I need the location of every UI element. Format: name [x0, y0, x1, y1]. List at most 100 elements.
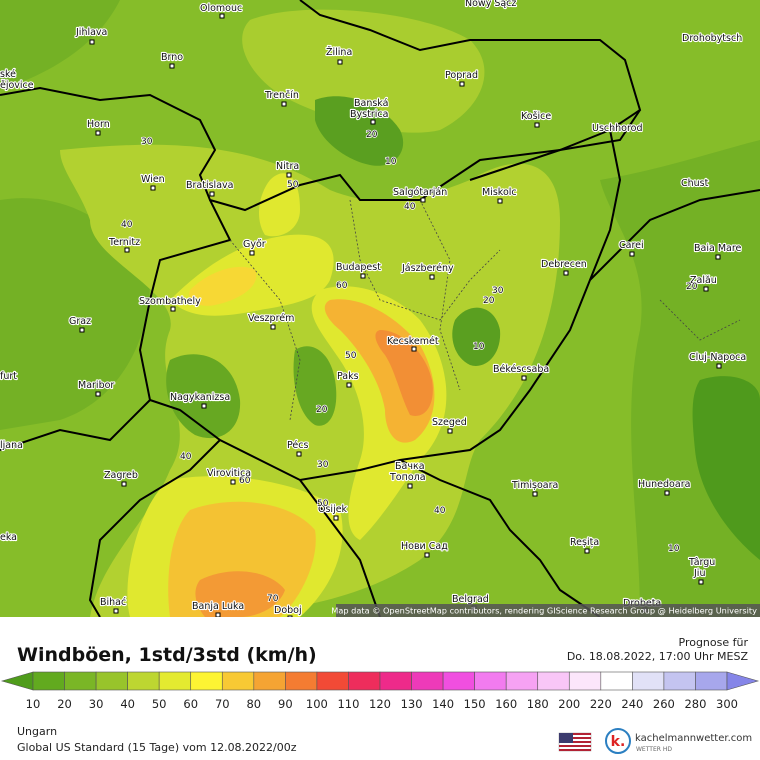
city-label: Cluj-Napoca [689, 352, 746, 363]
city-marker [698, 579, 704, 585]
city-label: Drohobytsch [682, 33, 742, 44]
legend-tick-label: 110 [337, 697, 359, 711]
legend-tick-label: 180 [527, 697, 549, 711]
contour-label: 50 [317, 499, 329, 509]
city-marker [249, 250, 255, 256]
contour-label: 60 [239, 476, 251, 486]
legend-tick-label: 70 [215, 697, 230, 711]
attribution: Map data © OpenStreetMap contributors, r… [331, 606, 757, 616]
city-label: eka [0, 532, 17, 543]
city-marker [521, 375, 527, 381]
city-marker [534, 122, 540, 128]
legend-swatch [190, 671, 223, 691]
legend-swatch [221, 671, 255, 691]
model-run: Global US Standard (15 Tage) vom 12.08.2… [17, 741, 297, 754]
city-label: Бачка [395, 461, 425, 472]
city-label: Salgótarján [393, 187, 447, 198]
city-label: Reșița [570, 537, 599, 548]
legend-swatch [253, 671, 286, 691]
city-marker [716, 363, 722, 369]
city-marker [532, 491, 538, 497]
city-label: Veszprém [248, 313, 294, 324]
city-label: Maribor [78, 380, 114, 391]
contour-label: 20 [366, 130, 378, 140]
city-label: Graz [69, 316, 91, 327]
legend-tick-label: 90 [278, 697, 293, 711]
contour-label: 10 [385, 157, 397, 167]
city-label: Pécs [287, 440, 308, 451]
city-label: Brno [161, 52, 183, 63]
brand-name[interactable]: kachelmannwetter.com [635, 733, 752, 744]
city-marker [287, 615, 293, 617]
city-label: Poprad [445, 70, 478, 81]
wind-zone [692, 376, 760, 560]
city-label: Belgrad [452, 594, 489, 605]
city-marker [209, 191, 215, 197]
legend-swatch [568, 671, 602, 691]
wind-zone [315, 96, 404, 166]
city-marker [664, 490, 670, 496]
legend-swatch [537, 671, 570, 691]
legend-swatch [600, 671, 633, 691]
city-marker [429, 274, 435, 280]
city-marker [150, 185, 156, 191]
legend-swatch [158, 671, 192, 691]
city-label: Bystrica [350, 109, 388, 120]
city-label: Târgu [688, 557, 715, 568]
city-label: Horn [87, 119, 110, 130]
city-label: Bratislava [186, 180, 233, 191]
legend-tick-label: 140 [432, 697, 454, 711]
city-label: Ternitz [108, 237, 140, 248]
city-marker [407, 483, 413, 489]
legend-swatch [474, 671, 507, 691]
attribution-bar [336, 604, 760, 617]
contour-label: 40 [180, 452, 192, 462]
city-label: Jászberény [401, 263, 454, 274]
city-marker [424, 552, 430, 558]
city-marker [411, 346, 417, 352]
contour-label: 20 [483, 296, 495, 306]
wind-zone [293, 346, 337, 426]
city-label: Jiu [693, 568, 705, 579]
city-marker [447, 428, 453, 434]
title: Windböen, 1std/3std (km/h) [17, 644, 317, 666]
city-marker [296, 451, 302, 457]
city-label: Nitra [276, 161, 299, 172]
city-label: Doboj [274, 605, 302, 616]
city-label: Jihlava [75, 27, 107, 38]
city-label: Bihać [100, 597, 126, 608]
city-marker [270, 324, 276, 330]
legend-arrow [726, 671, 760, 691]
city-marker [281, 101, 287, 107]
contour-label: 30 [317, 460, 329, 470]
city-marker [497, 198, 503, 204]
legend-tick-label: 100 [306, 697, 328, 711]
wind-zone [189, 266, 257, 306]
city-marker [715, 254, 721, 260]
city-marker [584, 548, 590, 554]
map: Olomouc Nowy Sącz Jihlava Brno Žilina Drohoby… [0, 0, 760, 617]
contour-label: 30 [492, 286, 504, 296]
contour-label: 50 [287, 180, 299, 190]
legend-tick-label: 240 [621, 697, 643, 711]
region-borders [229, 199, 741, 421]
city-label: Trenčín [264, 90, 299, 101]
city-label: Budapest [336, 262, 381, 273]
contour-label: 10 [473, 342, 485, 352]
legend-swatch [95, 671, 128, 691]
legend-swatch [442, 671, 475, 691]
flag [558, 732, 592, 752]
contour-label: 70 [267, 594, 279, 604]
legend-swatch [127, 671, 160, 691]
city-marker [337, 59, 343, 65]
city-label: Žilina [326, 46, 352, 58]
city-marker [703, 286, 709, 292]
forecast-label: Prognose für [679, 636, 749, 649]
legend-tick-label: 260 [653, 697, 675, 711]
city-label: furt [0, 371, 17, 382]
legend-swatch [663, 671, 696, 691]
legend-swatch [285, 671, 318, 691]
legend-tick-label: 40 [120, 697, 135, 711]
